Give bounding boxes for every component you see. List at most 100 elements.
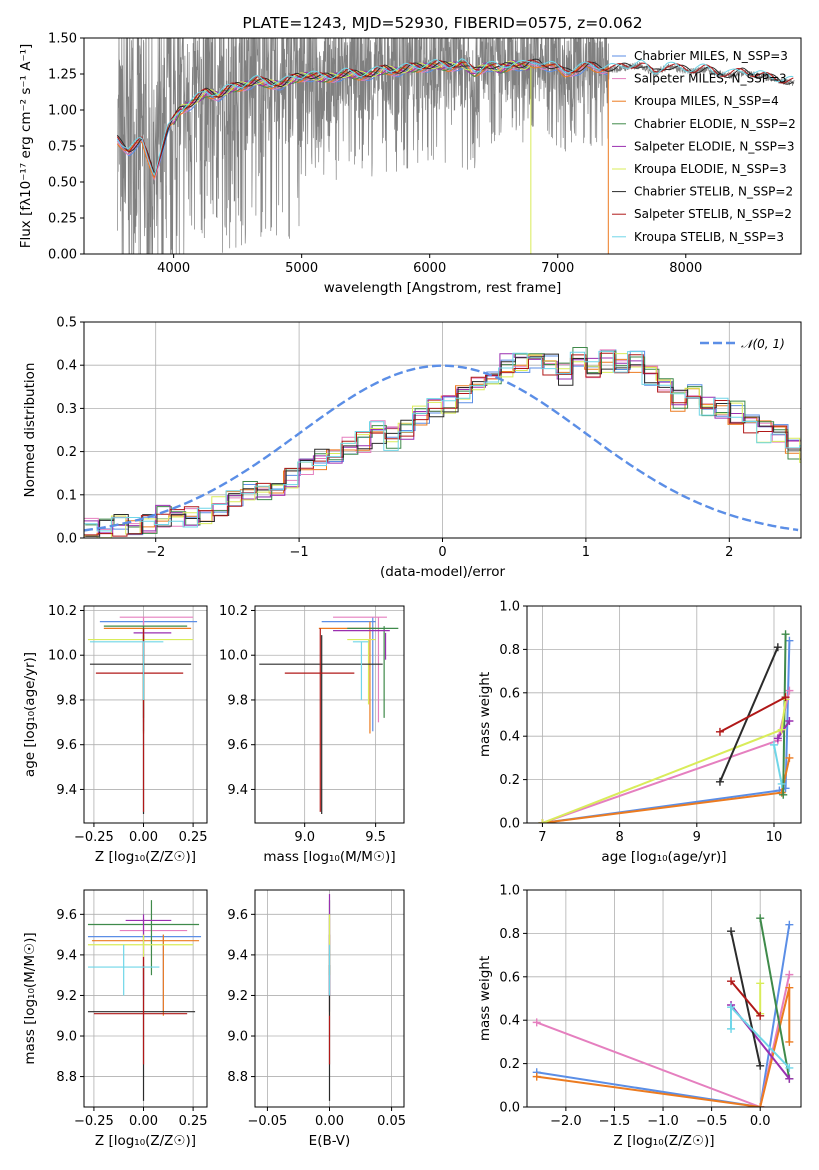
axes-frame xyxy=(526,889,802,1108)
x-tick-label: −0.25 xyxy=(74,830,114,845)
legend-label: Salpeter STELIB, N_SSP=2 xyxy=(634,207,792,221)
y-tick-label: 0.0 xyxy=(499,1101,520,1116)
series-line xyxy=(719,696,787,733)
weight-vs-metallicity-panel: −2.0 −1.5 −1.0 −0.5 0.0 0.0 0.2 0.4 0.6 0.8 1.0 Z [… xyxy=(477,884,802,1149)
axes-frame xyxy=(254,605,405,824)
data-point-marker xyxy=(785,686,794,695)
x-axis-label: wavelength [Angstrom, rest frame] xyxy=(324,280,562,296)
plot-area xyxy=(259,616,399,815)
x-tick-label: 6000 xyxy=(413,261,446,276)
model-fit-line xyxy=(173,60,531,121)
y-tick-label: 1.50 xyxy=(48,32,77,47)
x-tick-label: 4000 xyxy=(157,261,190,276)
residual-histogram xyxy=(85,353,801,537)
grid xyxy=(84,606,207,823)
y-axis-label: Normed distribution xyxy=(22,363,38,498)
axes: 7 8 9 10 0.0 0.2 0.4 0.6 0.8 1.0 age [log₁₀(age/yr… xyxy=(477,600,802,865)
data-point-marker xyxy=(727,927,736,936)
y-tick-label: 10.0 xyxy=(48,649,77,664)
x-tick-label: 0.25 xyxy=(179,1114,208,1129)
x-tick-label: 0.00 xyxy=(129,1114,158,1129)
x-axis-label: mass [log₁₀(M/M☉)] xyxy=(263,849,395,865)
y-tick-label: 9.6 xyxy=(227,908,248,923)
data-point-marker xyxy=(727,1003,736,1012)
y-tick-label: 8.8 xyxy=(227,1070,248,1085)
data-point-marker xyxy=(756,1103,765,1107)
y-axis-label: mass weight xyxy=(477,672,493,757)
series-line xyxy=(542,690,791,823)
data-point-marker xyxy=(785,1074,794,1083)
series-line xyxy=(542,757,791,823)
series-line xyxy=(536,987,791,1107)
y-tick-label: 0.5 xyxy=(56,316,77,331)
data-point-marker xyxy=(785,970,794,979)
axes: −2 −1 0 1 2 0.0 0.1 0.2 0.3 0.4 0.5 (data-model)/er… xyxy=(22,316,802,580)
age-vs-mass-panel: 9.0 9.5 9.4 9.6 9.8 10.0 10.2 mass [log₁₀(M/M☉)… xyxy=(219,604,405,865)
x-axis-label: Z [log₁₀(Z/Z☉)] xyxy=(95,849,196,865)
x-tick-label: 0.00 xyxy=(315,1114,344,1129)
normal-distribution-curve xyxy=(84,364,799,532)
x-tick-label: 7000 xyxy=(541,261,574,276)
data-point-marker xyxy=(785,1063,794,1072)
data-point-marker xyxy=(715,777,724,786)
y-tick-label: 0.4 xyxy=(56,359,77,374)
series-line xyxy=(542,699,787,823)
data-point-marker xyxy=(538,819,547,823)
x-tick-label: 1 xyxy=(582,545,590,560)
x-tick-label: 0.05 xyxy=(377,1114,406,1129)
x-axis-label: Z [log₁₀(Z/Z☉)] xyxy=(95,1133,196,1149)
axes-frame xyxy=(526,605,802,824)
axes-frame xyxy=(83,605,208,824)
y-axis-label: mass weight xyxy=(477,956,493,1041)
data-point-marker xyxy=(785,1037,794,1046)
y-tick-label: 9.8 xyxy=(227,693,248,708)
legend: Chabrier MILES, N_SSP=3 Salpeter MILES, N… xyxy=(612,49,796,244)
series-line xyxy=(536,974,791,1107)
y-tick-label: 9.8 xyxy=(56,693,77,708)
y-tick-label: 0.0 xyxy=(56,532,77,547)
y-tick-label: 9.6 xyxy=(227,738,248,753)
y-tick-label: 0.4 xyxy=(499,730,520,745)
y-tick-label: 9.4 xyxy=(56,948,77,963)
x-tick-label: 9.0 xyxy=(294,830,315,845)
y-tick-label: 0.1 xyxy=(56,488,77,503)
y-tick-label: 0.6 xyxy=(499,686,520,701)
y-tick-label: 1.00 xyxy=(48,104,77,119)
mass-vs-metallicity-panel: −0.25 0.00 0.25 8.8 9.0 9.2 9.4 9.6 Z [log₁₀(Z/Z… xyxy=(22,889,208,1149)
y-tick-label: 0.2 xyxy=(56,445,77,460)
plot-area xyxy=(87,900,202,1101)
y-tick-label: 0.4 xyxy=(499,1014,520,1029)
x-tick-label: −0.25 xyxy=(74,1114,114,1129)
data-point-marker xyxy=(715,727,724,736)
residual-histogram xyxy=(84,353,801,538)
x-tick-label: 9 xyxy=(693,830,701,845)
x-tick-label: 0 xyxy=(438,545,446,560)
data-point-marker xyxy=(773,643,782,652)
residual-histogram xyxy=(84,349,801,533)
x-tick-label: −2 xyxy=(146,545,165,560)
x-tick-label: 0.0 xyxy=(750,1114,771,1129)
y-axis-label: age [log₁₀(age/yr)] xyxy=(22,652,38,777)
legend-label: Chabrier ELODIE, N_SSP=2 xyxy=(634,117,796,131)
x-axis-label: age [log₁₀(age/yr)] xyxy=(601,849,726,865)
weight-vs-age-panel: 7 8 9 10 0.0 0.2 0.4 0.6 0.8 1.0 age [log₁₀(age/yr… xyxy=(477,600,802,865)
legend-label: Kroupa MILES, N_SSP=4 xyxy=(634,94,779,108)
data-point-marker xyxy=(727,1024,736,1033)
data-point-marker xyxy=(532,1072,541,1081)
y-tick-label: 9.0 xyxy=(56,1030,77,1045)
series-line xyxy=(730,980,761,1017)
y-tick-label: 9.2 xyxy=(56,989,77,1004)
x-tick-label: −1 xyxy=(290,545,309,560)
data-point-marker xyxy=(781,693,790,702)
x-tick-label: −0.05 xyxy=(247,1114,287,1129)
y-tick-label: 9.2 xyxy=(227,989,248,1004)
legend-label: Salpeter MILES, N_SSP=3 xyxy=(634,72,787,86)
data-point-marker xyxy=(756,979,765,988)
y-tick-label: 9.4 xyxy=(56,783,77,798)
x-tick-label: −1.5 xyxy=(599,1114,631,1129)
data-point-marker xyxy=(756,1061,765,1070)
legend-label: 𝒩(0, 1) xyxy=(741,337,785,351)
plot-area xyxy=(84,347,801,538)
y-axis-label: Flux [fλ10⁻¹⁷ erg cm⁻² s⁻¹ A⁻¹] xyxy=(18,44,34,249)
grid xyxy=(84,321,801,539)
